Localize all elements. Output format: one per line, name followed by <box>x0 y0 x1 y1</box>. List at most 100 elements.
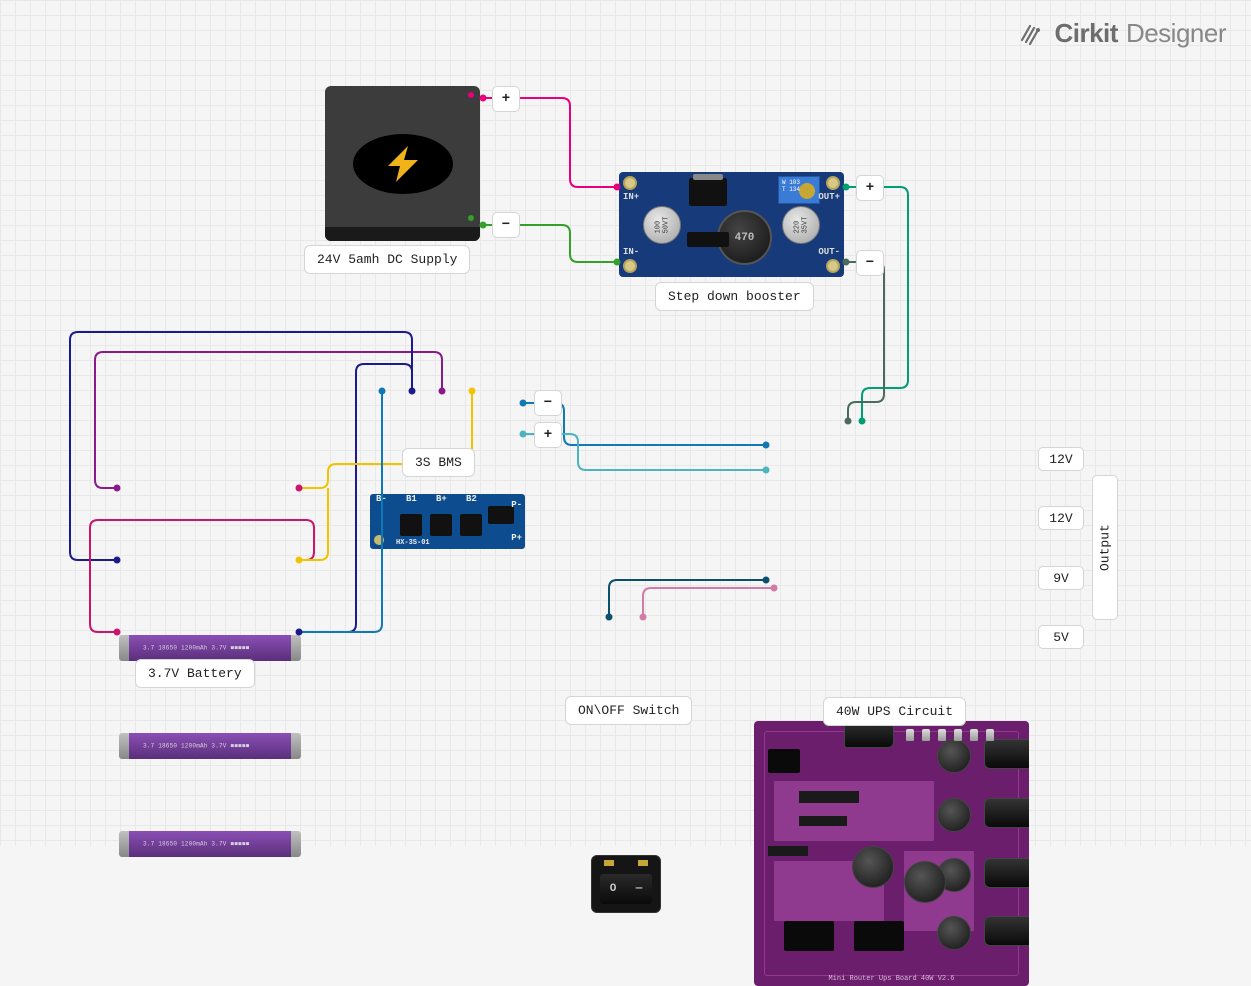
switch-terminal <box>638 860 648 866</box>
wire-terminal <box>480 222 487 229</box>
battery-cell-3[interactable]: 3.7 18650 1200mAh 3.7V ■■■■■ <box>125 831 295 857</box>
mount-hole <box>623 176 637 190</box>
wire-terminal <box>614 184 621 191</box>
wire-terminal <box>614 259 621 266</box>
capacitor <box>937 739 971 773</box>
ic <box>854 921 904 951</box>
bms-ic <box>400 514 422 536</box>
pin-label: B+ <box>436 494 447 504</box>
wire-terminal <box>296 485 303 492</box>
bolt-icon <box>378 144 428 184</box>
capacitor <box>937 916 971 950</box>
wire-terminal <box>606 614 613 621</box>
wire-terminal <box>379 388 386 395</box>
output-jack-5v <box>984 916 1029 946</box>
bms-ic <box>430 514 452 536</box>
wire-terminal <box>859 418 866 425</box>
pin-label-plus: + <box>856 175 884 201</box>
switch-rocker: O— <box>600 874 652 904</box>
pin-label: B2 <box>466 494 477 504</box>
logo-brand: Cirkit <box>1054 18 1117 49</box>
power-switch[interactable]: O— <box>591 855 661 913</box>
wire-terminal <box>845 418 852 425</box>
pin-label: P+ <box>511 533 522 543</box>
wire-terminal <box>296 557 303 564</box>
status-led <box>954 729 962 741</box>
wire-terminal <box>763 467 770 474</box>
wire-terminal <box>480 95 487 102</box>
output-label-12v: 12V <box>1038 506 1084 530</box>
dc-supply-base <box>325 227 480 241</box>
dc-supply-body <box>353 134 453 194</box>
pin-label: B1 <box>406 494 417 504</box>
pin-label-minus: − <box>534 390 562 416</box>
header <box>768 846 808 856</box>
pin-label: IN+ <box>623 192 639 202</box>
header <box>799 816 847 826</box>
output-group-label: Output <box>1092 475 1118 620</box>
header <box>799 791 859 803</box>
capacitor <box>937 798 971 832</box>
status-led <box>922 729 930 741</box>
regulator-chip <box>689 178 727 206</box>
status-led <box>906 729 914 741</box>
wire-terminal <box>114 485 121 492</box>
bms-ic <box>488 506 514 524</box>
logo-product: Designer <box>1126 18 1226 49</box>
silk-text: HX-3S-01 <box>396 539 430 547</box>
ups-board[interactable]: Mini Router Ups Board 40W V2.6 <box>754 721 1029 986</box>
logo-icon <box>1018 20 1046 48</box>
battery-label: 3.7 18650 1200mAh 3.7V ■■■■■ <box>143 841 249 848</box>
output-jack-12v-2 <box>984 798 1029 828</box>
output-label-5v: 5V <box>1038 625 1084 649</box>
wire-terminal <box>763 442 770 449</box>
bms-board[interactable]: B- B1 B+ B2 P- P+ HX-3S-01 <box>370 494 525 549</box>
wire-terminal <box>763 577 770 584</box>
pin-label-plus: + <box>534 422 562 448</box>
buck-converter[interactable]: 10050VT 22035VT 470 W 103T 134 IN+ IN- O… <box>619 172 844 277</box>
wire-terminal <box>114 557 121 564</box>
mount-hole <box>623 259 637 273</box>
switch-terminal <box>604 860 614 866</box>
pin-label-minus: − <box>856 250 884 276</box>
capacitor <box>852 846 894 888</box>
output-label-9v: 9V <box>1038 566 1084 590</box>
wire-terminal <box>640 614 647 621</box>
dc-pos-terminal <box>468 92 474 98</box>
pin-label: IN- <box>623 247 639 257</box>
wire-terminal <box>469 388 476 395</box>
status-led <box>986 729 994 741</box>
capacitor <box>904 861 946 903</box>
logo: Cirkit Designer <box>1018 18 1226 49</box>
component-label: 3S BMS <box>402 448 475 477</box>
component-label: 40W UPS Circuit <box>823 697 966 726</box>
ic <box>784 921 834 951</box>
battery-cell-1[interactable]: 3.7 18650 1200mAh 3.7V ■■■■■ <box>125 635 295 661</box>
battery-label: 3.7 18650 1200mAh 3.7V ■■■■■ <box>143 645 249 652</box>
wire-terminal <box>114 629 121 636</box>
wire-terminal <box>843 184 850 191</box>
diode <box>687 232 729 247</box>
wire-terminal <box>409 388 416 395</box>
battery-cell-2[interactable]: 3.7 18650 1200mAh 3.7V ■■■■■ <box>125 733 295 759</box>
silk-text: Mini Router Ups Board 40W V2.6 <box>754 975 1029 983</box>
circuit-canvas: 10050VT 22035VT 470 W 103T 134 IN+ IN- O… <box>0 0 1251 846</box>
mount-hole <box>374 535 384 545</box>
pin-label-minus: − <box>492 212 520 238</box>
pin-label: OUT+ <box>818 192 840 202</box>
potentiometer[interactable]: W 103T 134 <box>778 176 820 204</box>
pin-label: P- <box>511 500 522 510</box>
mount-hole <box>826 259 840 273</box>
output-label-12v: 12V <box>1038 447 1084 471</box>
wire-terminal <box>771 585 778 592</box>
wire-terminal <box>843 259 850 266</box>
status-led <box>938 729 946 741</box>
capacitor: 10050VT <box>643 206 681 244</box>
dc-neg-terminal <box>468 215 474 221</box>
mount-hole <box>826 176 840 190</box>
connector <box>768 749 800 773</box>
wire-terminal <box>296 629 303 636</box>
wire-terminal <box>520 400 527 407</box>
output-jack-12v-1 <box>984 739 1029 769</box>
dc-supply[interactable] <box>325 86 480 241</box>
